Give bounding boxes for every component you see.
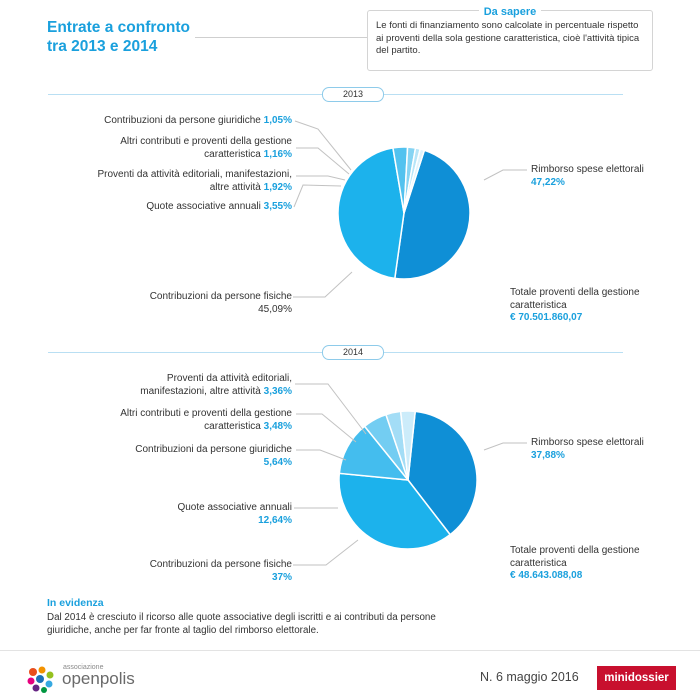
label-2013-quote: Quote associative annuali 3,55% bbox=[146, 201, 292, 212]
in-evidenza-title: In evidenza bbox=[47, 597, 104, 609]
value-2014-quote: 12,64% bbox=[258, 514, 292, 526]
pie-chart-2013 bbox=[337, 146, 471, 280]
value-2014-fisiche: 37% bbox=[271, 571, 292, 583]
in-evidenza-text: Dal 2014 è cresciuto il ricorso alle quo… bbox=[47, 612, 436, 636]
label-2014-quote: Quote associative annuali 12,64% bbox=[177, 502, 292, 526]
pie-slice-2013-1 bbox=[337, 147, 405, 280]
value-2013-altri: 1,16% bbox=[263, 148, 292, 160]
label-2013-totale: Totale proventi della gestione caratteri… bbox=[510, 287, 640, 323]
leader-line-2013-giuridiche bbox=[294, 120, 352, 171]
openpolis-logo-icon bbox=[27, 666, 54, 693]
label-2013-proventi: Proventi da attività editoriali, manifes… bbox=[97, 169, 292, 193]
value-2014-altri: 3,48% bbox=[263, 420, 292, 432]
value-2013-totale: € 70.501.860,07 bbox=[510, 312, 583, 323]
logo-small-text: associazione bbox=[63, 664, 104, 671]
pie-slice-2014-5 bbox=[399, 410, 417, 481]
value-2013-rimborso: 47,22% bbox=[531, 176, 565, 188]
leader-line-2013-altri bbox=[296, 147, 350, 175]
leader-line-2014-giuridiche bbox=[296, 449, 347, 461]
leader-line-2013-rimborso bbox=[483, 169, 527, 181]
leader-line-2014-proventi bbox=[295, 383, 367, 435]
value-2014-giuridiche: 5,64% bbox=[263, 456, 292, 468]
title-divider bbox=[195, 37, 367, 38]
year-badge-2013: 2013 bbox=[322, 87, 384, 102]
leader-line-2013-proventi bbox=[296, 175, 346, 181]
label-2014-fisiche: Contribuzioni da persone fisiche 37% bbox=[149, 559, 292, 583]
footer-divider bbox=[0, 650, 700, 651]
leader-line-2014-rimborso bbox=[483, 442, 527, 451]
value-2014-rimborso: 37,88% bbox=[531, 449, 565, 461]
value-2013-proventi: 1,92% bbox=[263, 181, 292, 193]
issue-date: N. 6 maggio 2016 bbox=[480, 670, 579, 684]
minidossier-badge: minidossier bbox=[597, 666, 676, 690]
value-2013-fisiche: 45,09% bbox=[258, 303, 292, 315]
leader-lines bbox=[293, 120, 527, 566]
label-2013-giuridiche: Contribuzioni da persone giuridiche 1,05… bbox=[104, 115, 292, 126]
label-2014-rimborso: Rimborso spese elettorali 37,88% bbox=[531, 437, 644, 461]
label-2014-giuridiche: Contribuzioni da persone giuridiche 5,64… bbox=[135, 444, 292, 468]
leader-line-2013-fisiche bbox=[293, 271, 353, 298]
info-box-title: Da sapere bbox=[478, 6, 542, 18]
value-2013-quote: 3,55% bbox=[263, 201, 292, 212]
pie-slice-2013-0 bbox=[393, 149, 471, 280]
leader-line-2014-altri bbox=[296, 413, 357, 443]
leader-line-2013-quote bbox=[293, 184, 342, 208]
label-2014-totale: Totale proventi della gestione caratteri… bbox=[510, 545, 640, 581]
openpolis-logo[interactable]: associazione openpolis bbox=[25, 664, 165, 694]
label-2013-rimborso: Rimborso spese elettorali 47,22% bbox=[531, 164, 644, 188]
page-title: Entrate a confronto tra 2013 e 2014 bbox=[47, 19, 190, 55]
info-box-text: Le fonti di finanziamento sono calcolate… bbox=[376, 20, 640, 56]
pie-chart-2014 bbox=[338, 410, 478, 550]
pie-slice-2014-0 bbox=[407, 410, 478, 536]
pie-slice-2014-1 bbox=[338, 472, 452, 550]
info-box: Da sapere Le fonti di finanziamento sono… bbox=[367, 6, 653, 71]
logo-name-text: openpolis bbox=[62, 669, 135, 688]
year-badge-2014: 2014 bbox=[322, 345, 384, 360]
label-2014-proventi: Proventi da attività editoriali, manifes… bbox=[140, 373, 292, 397]
label-2013-fisiche: Contribuzioni da persone fisiche 45,09% bbox=[149, 291, 292, 315]
value-2014-proventi: 3,36% bbox=[263, 385, 292, 397]
label-2014-altri: Altri contributi e proventi della gestio… bbox=[120, 408, 292, 432]
value-2013-giuridiche: 1,05% bbox=[263, 115, 292, 126]
value-2014-totale: € 48.643.088,08 bbox=[510, 570, 583, 581]
leader-line-2014-fisiche bbox=[293, 539, 359, 566]
pie-slice-2013-5 bbox=[403, 148, 426, 214]
label-2013-altri: Altri contributi e proventi della gestio… bbox=[120, 136, 292, 160]
